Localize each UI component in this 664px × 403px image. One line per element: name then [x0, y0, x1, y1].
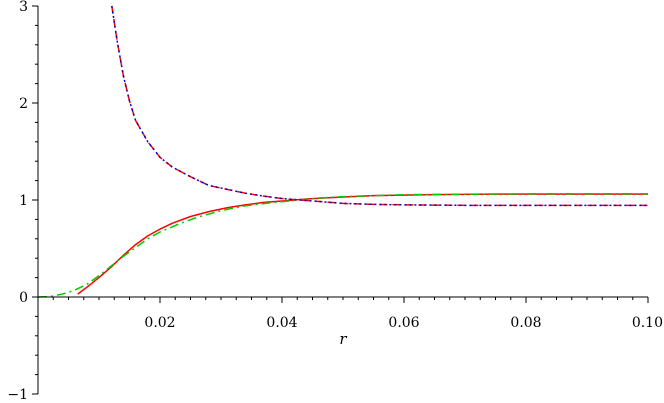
series-line-4: [111, 5, 648, 207]
y-tick-label: 2: [19, 96, 28, 112]
labels-layer: 0.02 0.04 0.06 0.08 0.10 −1 0 1 2 3: [7, 0, 663, 403]
x-tick-label: 0.10: [632, 315, 663, 331]
x-tick-label: 0.06: [388, 315, 419, 331]
y-tick-label: 1: [19, 193, 28, 209]
x-tick-label: 0.04: [266, 315, 297, 331]
x-axis-title: r: [339, 330, 347, 348]
y-tick-label: 3: [19, 0, 28, 15]
series-layer: [37, 5, 648, 298]
y-tick-label: 0: [19, 290, 28, 306]
series-line-2: [37, 192, 648, 298]
series-line-3: [111, 5, 648, 207]
ticks-layer: [32, 5, 649, 395]
series-line-1: [77, 193, 648, 295]
y-tick-label: −1: [7, 387, 28, 403]
x-tick-label: 0.02: [144, 315, 175, 331]
x-tick-label: 0.08: [510, 315, 541, 331]
